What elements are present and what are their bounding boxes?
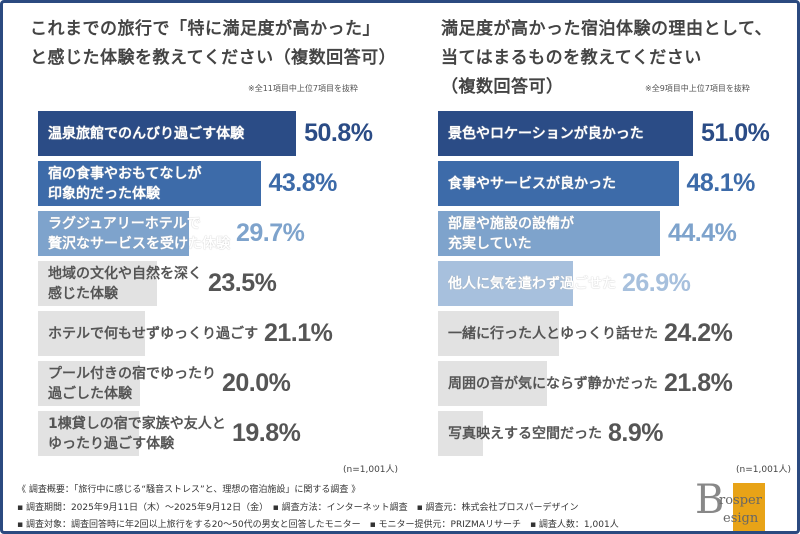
bar-category-label: 写真映えする空間だった	[448, 425, 602, 442]
bar-category-label: プール付きの宿でゆったり 過ごした体験	[48, 365, 216, 402]
bar-category-label: 他人に気を遣わず過ごせた	[448, 275, 616, 292]
bar	[38, 411, 139, 456]
bar-value-label: 19.8%	[232, 419, 301, 447]
bar-value-label: 20.0%	[222, 369, 291, 397]
bar	[438, 111, 693, 156]
bar	[438, 261, 573, 306]
bar	[38, 211, 189, 256]
left-title-line1: これまでの旅行で「特に満足度が高かった」	[30, 19, 380, 39]
right-title-line2: 当てはまるものを教えてください	[441, 48, 702, 68]
bar	[438, 211, 660, 256]
bar-value-label: 21.8%	[664, 369, 733, 397]
bar-category-label: ホテルで何もせずゆっくり過ごす	[48, 325, 259, 342]
bar-category-label: ラグジュアリーホテルで 贅沢なサービスを受けた体験	[48, 215, 230, 252]
bar-value-label: 50.8%	[304, 119, 373, 147]
bar-value-label: 26.9%	[622, 269, 691, 297]
right-title-line3: （複数回答可）	[441, 77, 564, 97]
left-sample-size: (n=1,001人)	[343, 465, 399, 475]
left-title-line2: と感じた体験を教えてください（複数回答可）	[30, 48, 397, 68]
bar-category-label: 景色やロケーションが良かった	[448, 125, 644, 142]
bar-value-label: 44.4%	[668, 219, 737, 247]
bar	[38, 361, 140, 406]
bar-value-label: 43.8%	[268, 169, 338, 197]
bar-category-label: 宿の食事やおもてなしが 印象的だった体験	[48, 165, 202, 202]
bar-value-label: 23.5%	[208, 269, 277, 297]
bar	[438, 361, 547, 406]
bar-value-label: 24.2%	[664, 319, 733, 347]
bar	[38, 161, 261, 206]
bar	[38, 261, 158, 306]
bar	[438, 411, 483, 456]
bar	[38, 111, 297, 156]
right-sample-size: (n=1,001人)	[736, 465, 792, 475]
bar-category-label: 温泉旅館でのんびり過ごす体験	[48, 125, 245, 142]
bar-category-label: 一緒に行った人とゆっくり話せた	[448, 325, 658, 342]
bar-value-label: 29.7%	[236, 219, 305, 247]
bar	[38, 311, 146, 356]
bar-category-label: 地域の文化や自然を深く 感じた体験	[48, 265, 202, 302]
prosper-design-logo: B rosper esign	[693, 477, 773, 533]
left-note: ※全11項目中上位7項目を抜粋	[248, 84, 358, 93]
bar-category-label: 部屋や施設の設備が 充実していた	[448, 215, 574, 252]
bar-category-label: 食事やサービスが良かった	[448, 175, 616, 192]
right-title-line1: 満足度が高かった宿泊体験の理由として、	[441, 19, 773, 39]
footer-survey-period: ▪ 調査期間：2025年9月11日（木）～2025年9月12日（金） ▪ 調査方…	[17, 503, 579, 513]
bar-value-label: 48.1%	[686, 169, 756, 197]
bar-category-label: 周囲の音が気にならず静かだった	[448, 375, 658, 392]
bar	[438, 311, 559, 356]
footer-survey-target: ▪ 調査対象：調査回答時に年2回以上旅行をする20～50代の男女と回答したモニタ…	[17, 520, 619, 530]
bar-value-label: 21.1%	[264, 319, 333, 347]
bar-value-label: 8.9%	[608, 419, 663, 447]
bar-value-label: 51.0%	[701, 119, 770, 147]
footer-survey-title: 《 調査概要：「旅行中に感じる“騒音ストレス”と、理想の宿泊施設」に関する調査 …	[17, 485, 361, 495]
right-note: ※全9項目中上位7項目を抜粋	[645, 84, 750, 93]
bar-category-label: 1棟貸しの宿で家族や友人と ゆったり過ごす体験	[48, 415, 226, 452]
bar	[438, 161, 679, 206]
